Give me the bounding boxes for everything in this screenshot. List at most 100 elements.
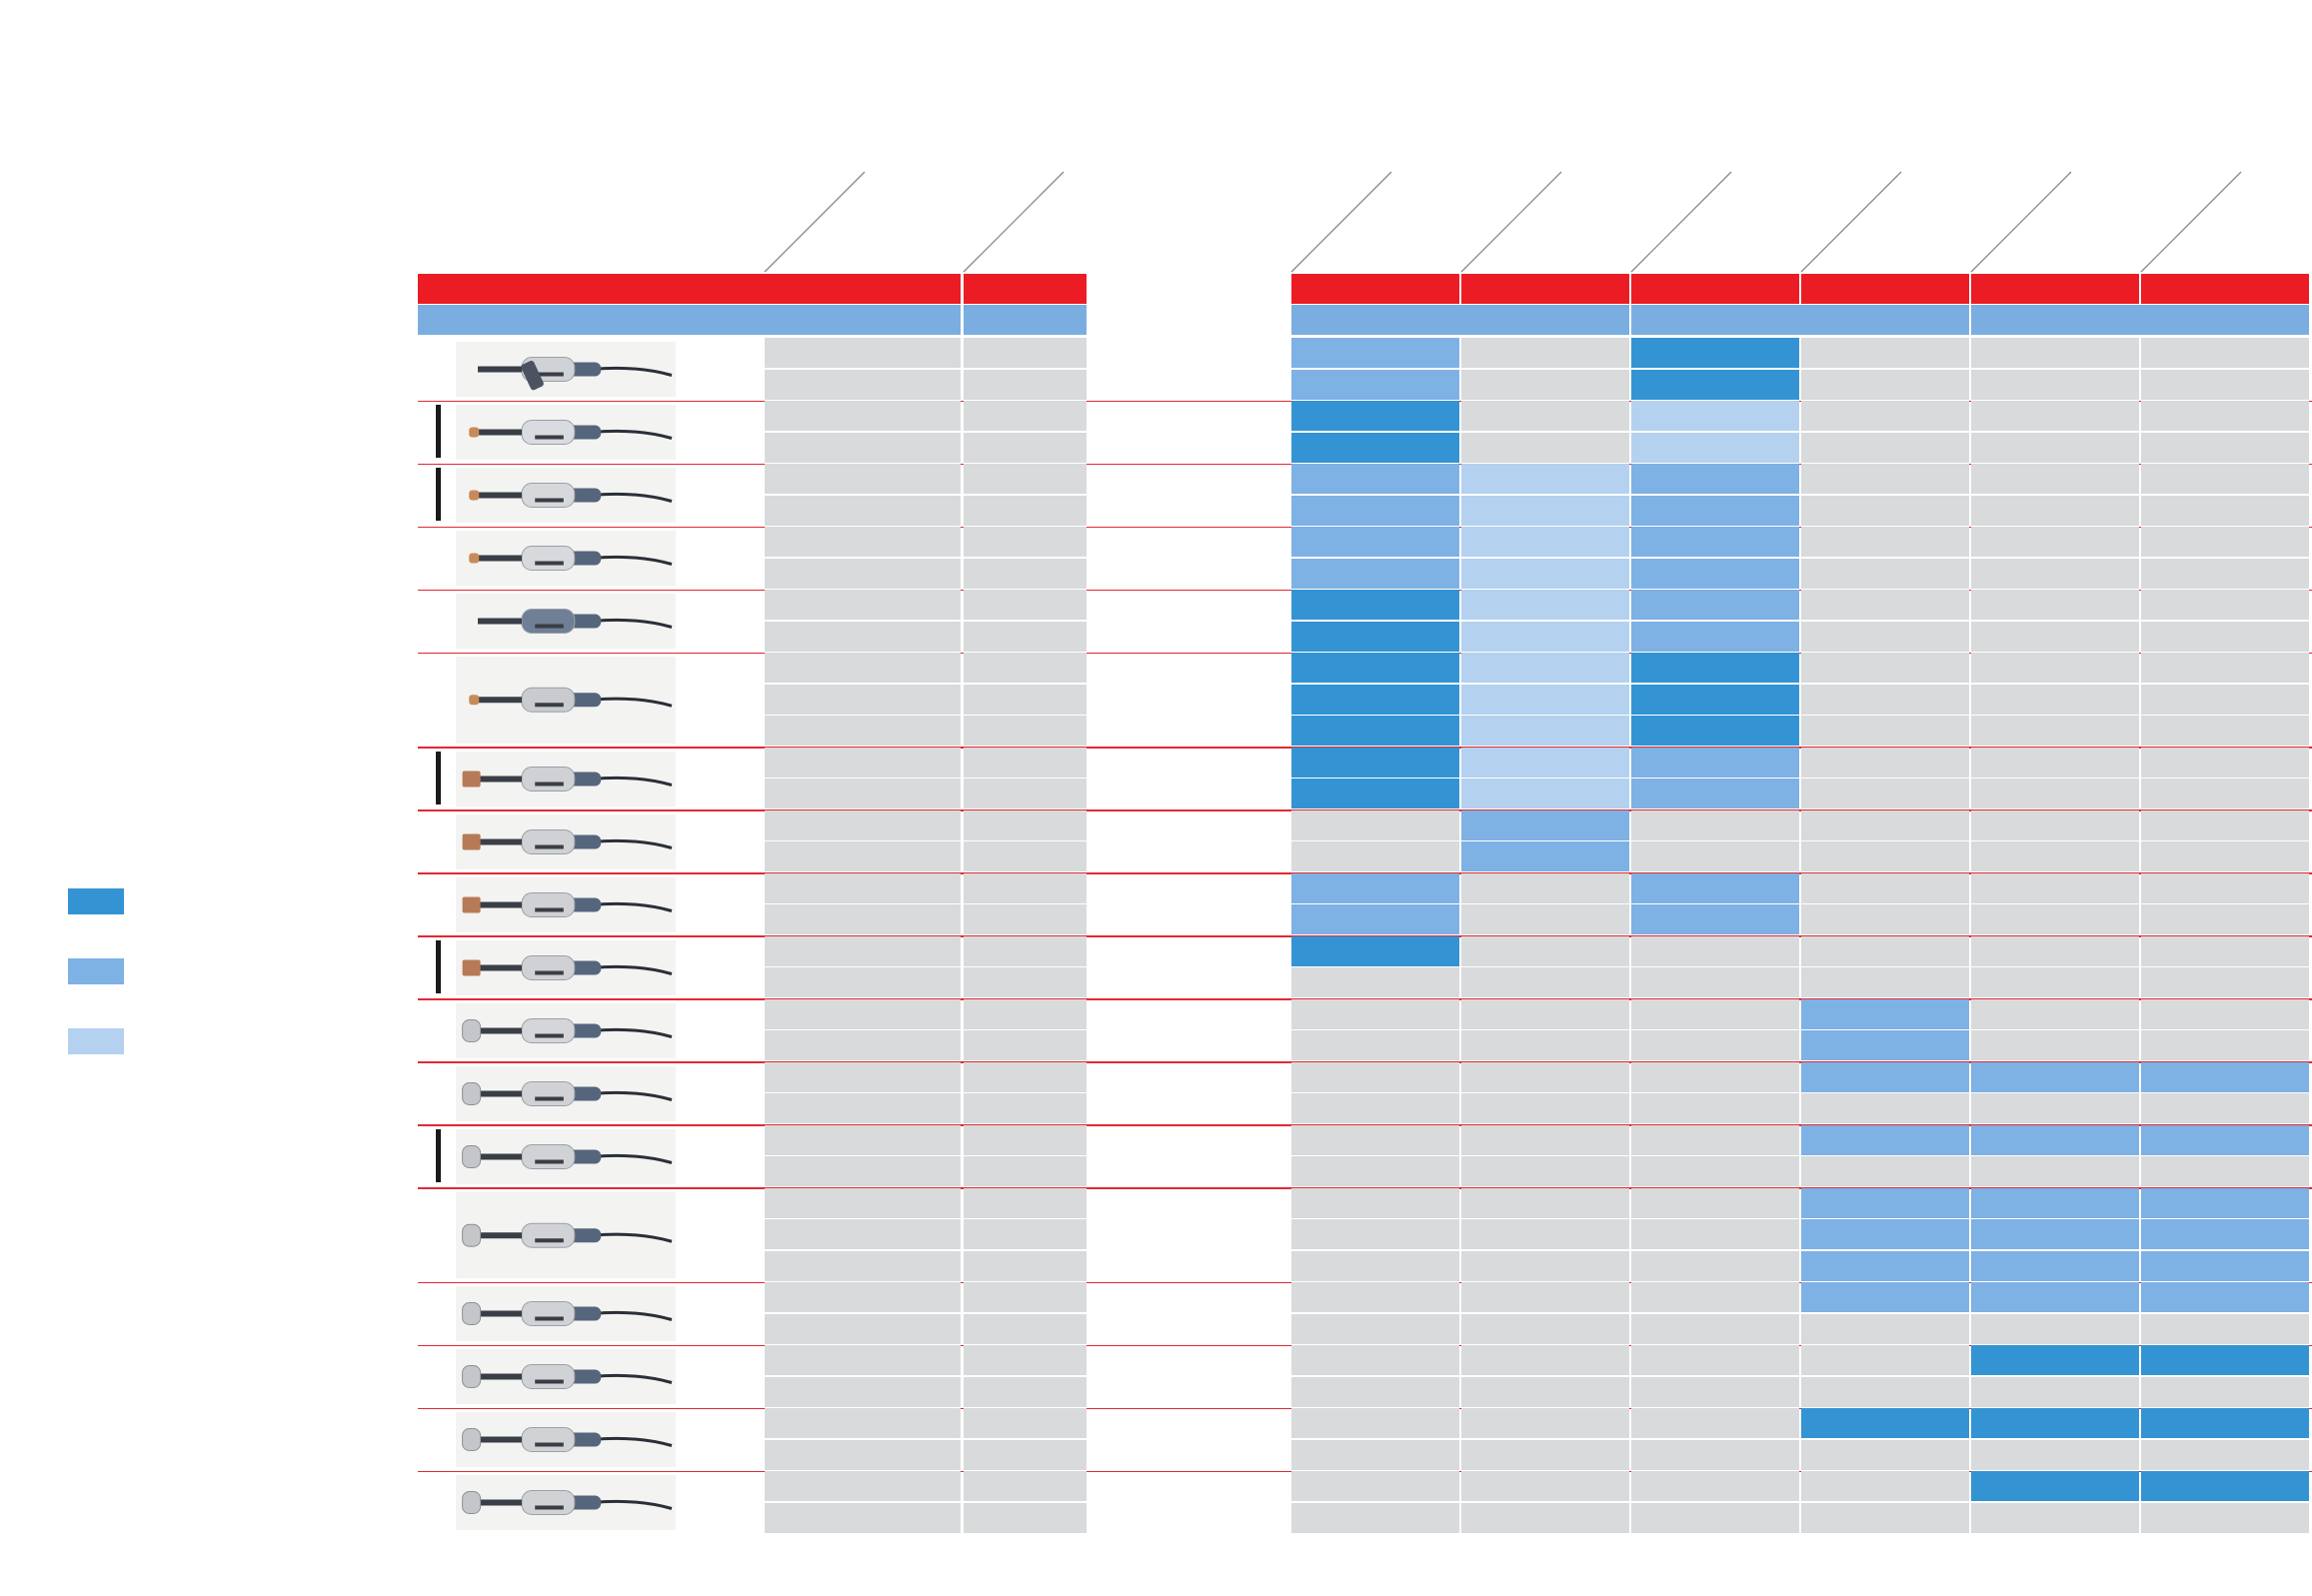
header-bar-product bbox=[418, 274, 766, 304]
column-header-diagonal-2 bbox=[963, 171, 1065, 273]
spec-cell bbox=[765, 998, 961, 1029]
rating-cell-empty bbox=[1801, 747, 1969, 778]
spec-cell bbox=[964, 401, 1087, 431]
rating-cell-empty bbox=[1801, 1156, 1969, 1186]
rating-cell-empty bbox=[1971, 369, 2139, 400]
die-grinder-icon bbox=[456, 405, 676, 460]
rating-cell-empty bbox=[1801, 1313, 1969, 1344]
rating-cell-empty bbox=[1971, 809, 2139, 840]
rating-cell-level-3 bbox=[1461, 527, 1629, 557]
rating-cell-level-1 bbox=[1971, 1345, 2139, 1375]
spec-cell bbox=[765, 1219, 961, 1249]
rating-cell-empty bbox=[1801, 1439, 1969, 1470]
rating-cell-empty bbox=[1461, 1502, 1629, 1533]
rating-cell-empty bbox=[1291, 1124, 1459, 1155]
die-grinder-icon bbox=[456, 531, 676, 586]
rating-cell-empty bbox=[1461, 338, 1629, 368]
spec-cell bbox=[765, 684, 961, 715]
die-grinder-icon bbox=[456, 468, 676, 523]
spec-cell bbox=[964, 1187, 1087, 1218]
rating-cell-level-2 bbox=[1291, 338, 1459, 368]
spec-cell bbox=[964, 1376, 1087, 1407]
rating-cell-level-2 bbox=[1631, 904, 1799, 934]
rating-cell-level-2 bbox=[1631, 464, 1799, 494]
spec-cell bbox=[964, 338, 1087, 368]
spec-cell bbox=[765, 369, 961, 400]
straight-grinder-icon bbox=[456, 751, 676, 806]
spec-cell bbox=[765, 716, 961, 746]
rating-cell-empty bbox=[2141, 935, 2309, 966]
spec-cell bbox=[964, 904, 1087, 934]
rating-cell-empty bbox=[1461, 1156, 1629, 1186]
rating-cell-empty bbox=[1291, 1408, 1459, 1438]
legend-swatch-level-3 bbox=[68, 1028, 124, 1054]
rating-cell-empty bbox=[1461, 904, 1629, 934]
rating-cell-empty bbox=[1801, 779, 1969, 808]
legend-swatch-level-2 bbox=[68, 958, 124, 984]
rating-cell-empty bbox=[1971, 841, 2139, 871]
rating-cell-empty bbox=[1971, 558, 2139, 589]
rating-cell-level-1 bbox=[1631, 369, 1799, 400]
spec-cell bbox=[964, 1345, 1087, 1375]
rating-cell-empty bbox=[1461, 1439, 1629, 1470]
rating-cell-empty bbox=[1801, 1471, 1969, 1501]
rating-cell-empty bbox=[1631, 1313, 1799, 1344]
rating-cell-empty bbox=[1291, 1061, 1459, 1092]
rating-cell-level-1 bbox=[1291, 716, 1459, 746]
rating-cell-level-2 bbox=[2141, 1250, 2309, 1281]
rating-cell-empty bbox=[1801, 495, 1969, 526]
rating-cell-level-2 bbox=[1631, 495, 1799, 526]
rating-cell-empty bbox=[1801, 809, 1969, 840]
rating-cell-empty bbox=[1461, 1282, 1629, 1312]
rating-cell-empty bbox=[1801, 401, 1969, 431]
spec-cell bbox=[765, 872, 961, 903]
spec-cell bbox=[765, 1313, 961, 1344]
rating-cell-empty bbox=[1461, 1187, 1629, 1218]
rating-cell-empty bbox=[1291, 967, 1459, 997]
rating-cell-empty bbox=[1801, 558, 1969, 589]
rating-cell-empty bbox=[2141, 464, 2309, 494]
rating-cell-empty bbox=[1631, 998, 1799, 1029]
spec-cell bbox=[765, 1187, 961, 1218]
rating-cell-empty bbox=[1291, 1282, 1459, 1312]
legend-swatch-level-1 bbox=[68, 888, 124, 914]
rating-cell-level-1 bbox=[2141, 1471, 2309, 1501]
rating-cell-empty bbox=[1631, 1219, 1799, 1249]
rating-cell-level-1 bbox=[1631, 716, 1799, 746]
rating-cell-empty bbox=[1801, 684, 1969, 715]
spec-cell bbox=[964, 558, 1087, 589]
column-header-diagonal-5 bbox=[1630, 171, 1732, 273]
column-header-diagonals bbox=[764, 171, 2242, 273]
rating-cell-level-1 bbox=[1291, 621, 1459, 652]
rating-cell-level-1 bbox=[1291, 684, 1459, 715]
rating-cell-level-3 bbox=[1461, 684, 1629, 715]
rating-cell-empty bbox=[1801, 1502, 1969, 1533]
rating-cell-empty bbox=[1971, 747, 2139, 778]
spec-cell bbox=[964, 967, 1087, 997]
rating-cell-empty bbox=[1291, 841, 1459, 871]
rating-cell-level-2 bbox=[1801, 1282, 1969, 1312]
die-grinder-icon bbox=[469, 420, 673, 445]
rating-cell-empty bbox=[2141, 904, 2309, 934]
rating-cell-empty bbox=[1631, 935, 1799, 966]
rating-cell-empty bbox=[1631, 1187, 1799, 1218]
rating-cell-level-2 bbox=[2141, 1282, 2309, 1312]
spec-cell bbox=[964, 747, 1087, 778]
rating-cell-empty bbox=[2141, 495, 2309, 526]
rating-cell-level-2 bbox=[2141, 1219, 2309, 1249]
rating-cell-empty bbox=[2141, 841, 2309, 871]
rating-cell-level-2 bbox=[1461, 809, 1629, 840]
spec-cell bbox=[765, 1156, 961, 1186]
spec-cell bbox=[765, 1439, 961, 1470]
header-bar-application-4 bbox=[1801, 274, 1969, 304]
rating-cell-empty bbox=[1971, 495, 2139, 526]
rating-cell-level-1 bbox=[1801, 1408, 1969, 1438]
rating-cell-level-2 bbox=[1801, 1030, 1969, 1060]
spec-cell bbox=[964, 1219, 1087, 1249]
rating-cell-empty bbox=[1971, 1313, 2139, 1344]
spec-cell bbox=[765, 1093, 961, 1123]
spec-cell bbox=[964, 369, 1087, 400]
category-band-spec-1 bbox=[765, 305, 961, 335]
spec-cell bbox=[765, 1061, 961, 1092]
rating-cell-empty bbox=[1461, 1471, 1629, 1501]
